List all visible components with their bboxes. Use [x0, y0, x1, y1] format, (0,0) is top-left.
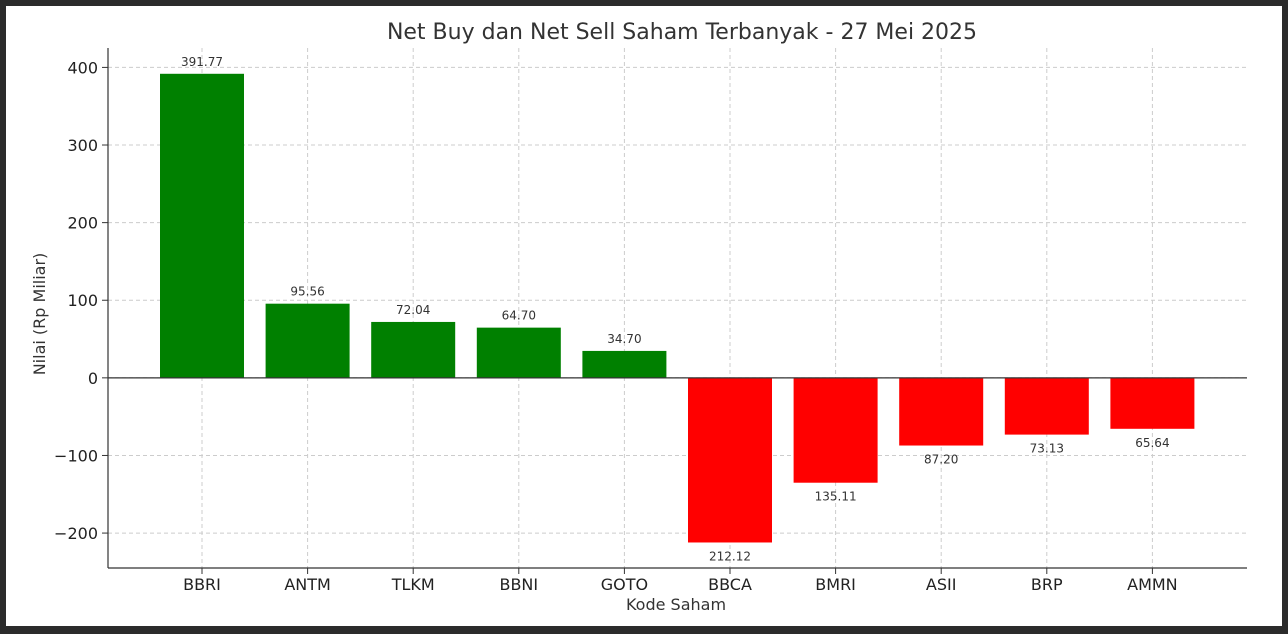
data-label-goto: 34.70	[607, 332, 641, 346]
data-label-bbni: 64.70	[502, 309, 536, 323]
y-tick-label: 200	[67, 214, 98, 233]
bar-bbri	[160, 73, 244, 378]
bar-tlkm	[371, 321, 456, 378]
chart-title: Net Buy dan Net Sell Saham Terbanyak - 2…	[387, 20, 977, 45]
bar-bbca	[688, 377, 772, 543]
y-tick-label: 100	[67, 291, 98, 310]
data-label-bbri: 391.77	[181, 55, 223, 69]
bars-layer	[160, 73, 1195, 543]
x-tick-label-bbca: BBCA	[708, 575, 752, 594]
bar-goto	[582, 350, 667, 378]
bar-antm	[265, 303, 350, 378]
data-label-ammn: 65.64	[1135, 436, 1169, 450]
bar-brp	[1004, 377, 1089, 435]
x-tick-label-brp: BRP	[1031, 575, 1063, 594]
data-label-brp: 73.13	[1030, 442, 1064, 456]
x-tick-label-antm: ANTM	[284, 575, 331, 594]
bar-asii	[899, 377, 984, 446]
x-tick-label-bmri: BMRI	[815, 575, 856, 594]
data-label-asii: 87.20	[924, 453, 958, 467]
data-label-bbca: 212.12	[709, 549, 751, 563]
axes-layer	[102, 48, 1247, 574]
x-tick-label-goto: GOTO	[601, 575, 648, 594]
data-label-antm: 95.56	[290, 285, 324, 299]
x-axis-label: Kode Saham	[626, 595, 726, 614]
y-tick-label: −100	[54, 446, 98, 465]
x-tick-label-ammn: AMMN	[1127, 575, 1178, 594]
data-label-bmri: 135.11	[815, 490, 857, 504]
y-tick-label: 0	[88, 369, 98, 388]
chart-frame: 400 300 200 100 0 −100 −200 BBRI ANTM TLKM BBNI GOT…	[6, 6, 1282, 626]
x-tick-label-bbni: BBNI	[499, 575, 538, 594]
y-tick-label: 400	[67, 58, 98, 77]
data-label-tlkm: 72.04	[396, 303, 430, 317]
x-tick-label-bbri: BBRI	[183, 575, 221, 594]
x-tick-label-tlkm: TLKM	[391, 575, 435, 594]
y-tick-label: 300	[67, 136, 98, 155]
bar-bbni	[476, 327, 561, 378]
labels-layer: 400 300 200 100 0 −100 −200 BBRI ANTM TLKM BBNI GOT…	[54, 55, 1178, 594]
x-tick-label-asii: ASII	[926, 575, 957, 594]
bar-ammn	[1110, 377, 1195, 429]
bar-bmri	[793, 377, 878, 483]
y-tick-label: −200	[54, 524, 98, 543]
y-axis-label: Nilai (Rp Miliar)	[30, 253, 49, 376]
bar-chart: 400 300 200 100 0 −100 −200 BBRI ANTM TLKM BBNI GOT…	[30, 20, 1247, 614]
